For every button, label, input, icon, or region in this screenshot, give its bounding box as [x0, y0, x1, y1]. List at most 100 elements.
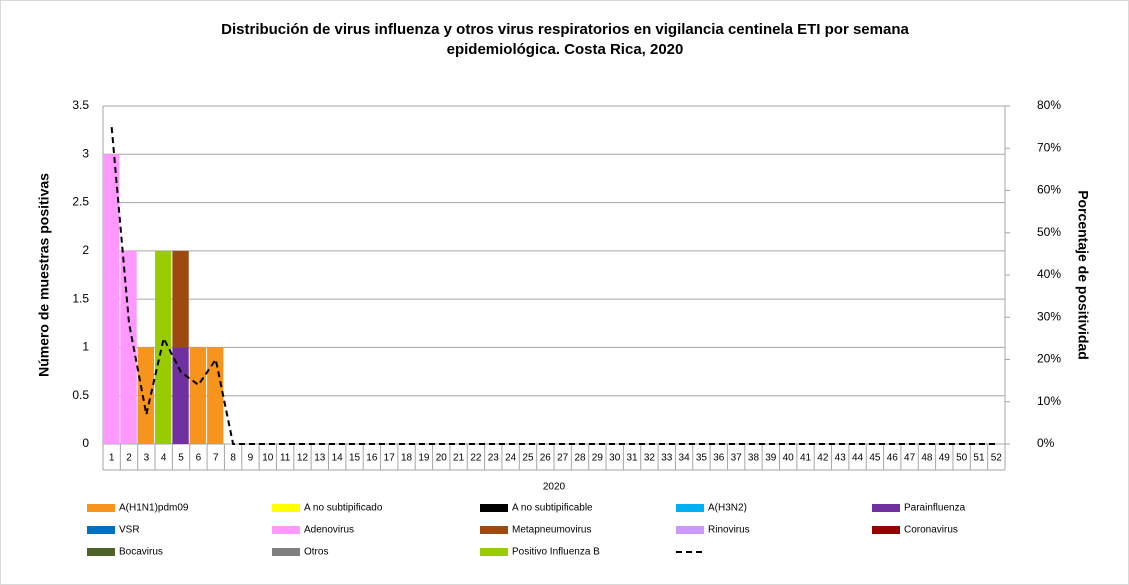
legend-swatch	[87, 526, 115, 534]
legend-swatch	[676, 526, 704, 534]
x-tick-label: 6	[196, 453, 202, 464]
x-tick-label: 2	[126, 453, 132, 464]
legend-label: Otros	[304, 547, 328, 558]
x-tick-label: 29	[592, 453, 604, 464]
x-tick-label: 31	[626, 453, 638, 464]
bar	[137, 347, 155, 444]
x-tick-label: 52	[991, 453, 1003, 464]
x-tick-label: 32	[644, 453, 656, 464]
legend-swatch	[872, 526, 900, 534]
bar	[155, 250, 172, 444]
y-tick-label: 0	[82, 436, 89, 450]
legend-swatch	[272, 548, 300, 556]
legend-label: A no subtipificable	[512, 503, 593, 514]
x-tick-label: 19	[418, 453, 430, 464]
x-tick-label: 27	[557, 453, 569, 464]
y2-tick-label: 60%	[1037, 183, 1061, 197]
x-tick-label: 25	[522, 453, 534, 464]
x-tick-label: 7	[213, 453, 219, 464]
x-tick-label: 8	[230, 453, 236, 464]
x-tick-label: 13	[314, 453, 326, 464]
x-tick-label: 41	[800, 453, 812, 464]
x-tick-label: 44	[852, 453, 864, 464]
x-tick-label: 50	[956, 453, 968, 464]
x-tick-label: 23	[488, 453, 500, 464]
x-tick-label: 16	[366, 453, 378, 464]
y2-axis-title: Porcentaje de positividad	[1075, 190, 1091, 360]
x-tick-label: 40	[783, 453, 795, 464]
x-tick-label: 26	[540, 453, 552, 464]
y2-tick-label: 30%	[1037, 309, 1061, 323]
chart-title: epidemiológica. Costa Rica, 2020	[447, 41, 684, 58]
x-tick-label: 1	[109, 453, 115, 464]
x-tick-label: 18	[401, 453, 413, 464]
bar	[172, 347, 189, 444]
legend-label: Parainfluenza	[904, 503, 966, 514]
y-axis-title: Número de muestras positivas	[36, 173, 52, 377]
x-tick-label: 39	[765, 453, 777, 464]
x-tick-label: 45	[869, 453, 881, 464]
y-tick-label: 3.5	[72, 98, 89, 112]
x-tick-label: 30	[609, 453, 621, 464]
legend-label: A no subtipificado	[304, 503, 383, 514]
x-tick-label: 4	[161, 453, 167, 464]
x-tick-label: 51	[973, 453, 985, 464]
x-tick-label: 33	[661, 453, 673, 464]
y-tick-label: 1	[82, 340, 89, 354]
x-tick-label: 48	[921, 453, 933, 464]
x-tick-label: 22	[470, 453, 482, 464]
x-tick-label: 24	[505, 453, 517, 464]
legend-swatch	[872, 504, 900, 512]
x-tick-label: 37	[731, 453, 743, 464]
bar	[103, 154, 120, 445]
legend-swatch	[676, 504, 704, 512]
x-tick-label: 42	[817, 453, 829, 464]
x-axis-title: 2020	[543, 482, 566, 493]
bar	[120, 250, 137, 444]
x-tick-label: 43	[835, 453, 847, 464]
legend-swatch	[87, 504, 115, 512]
legend-swatch	[480, 504, 508, 512]
legend-label: Adenovirus	[304, 525, 354, 536]
y2-tick-label: 10%	[1037, 394, 1061, 408]
y2-tick-label: 0%	[1037, 436, 1055, 450]
legend-swatch	[272, 526, 300, 534]
x-tick-label: 36	[713, 453, 725, 464]
y2-tick-label: 40%	[1037, 267, 1061, 281]
legend-label: A(H3N2)	[708, 503, 747, 514]
x-tick-label: 34	[679, 453, 691, 464]
legend-label: Metapneumovirus	[512, 525, 591, 536]
x-tick-label: 17	[384, 453, 396, 464]
x-tick-label: 14	[332, 453, 344, 464]
y2-tick-label: 70%	[1037, 140, 1061, 154]
bar	[172, 250, 189, 348]
y-tick-label: 1.5	[72, 291, 89, 305]
legend-label: Bocavirus	[119, 547, 163, 558]
y-tick-label: 0.5	[72, 388, 89, 402]
x-tick-label: 12	[297, 453, 309, 464]
legend-label: VSR	[119, 525, 140, 536]
x-tick-label: 20	[436, 453, 448, 464]
x-tick-label: 10	[262, 453, 274, 464]
x-tick-label: 47	[904, 453, 916, 464]
legend-label: A(H1N1)pdm09	[119, 503, 189, 514]
bar	[189, 347, 207, 444]
x-tick-label: 21	[453, 453, 465, 464]
chart-title: Distribución de virus influenza y otros …	[221, 21, 909, 38]
y2-tick-label: 80%	[1037, 98, 1061, 112]
line	[110, 127, 997, 445]
y2-tick-label: 20%	[1037, 352, 1061, 366]
bar	[207, 347, 224, 444]
legend-swatch	[480, 548, 508, 556]
legend-label: Positivo Influenza B	[512, 547, 600, 558]
legend-swatch	[480, 526, 508, 534]
legend-swatch	[272, 504, 300, 512]
legend-label: Rinovirus	[708, 525, 750, 536]
x-tick-label: 5	[178, 453, 184, 464]
y-tick-label: 3	[82, 146, 89, 160]
x-tick-label: 3	[144, 453, 150, 464]
x-tick-label: 9	[248, 453, 254, 464]
y-tick-label: 2.5	[72, 195, 89, 209]
y2-tick-label: 50%	[1037, 225, 1061, 239]
